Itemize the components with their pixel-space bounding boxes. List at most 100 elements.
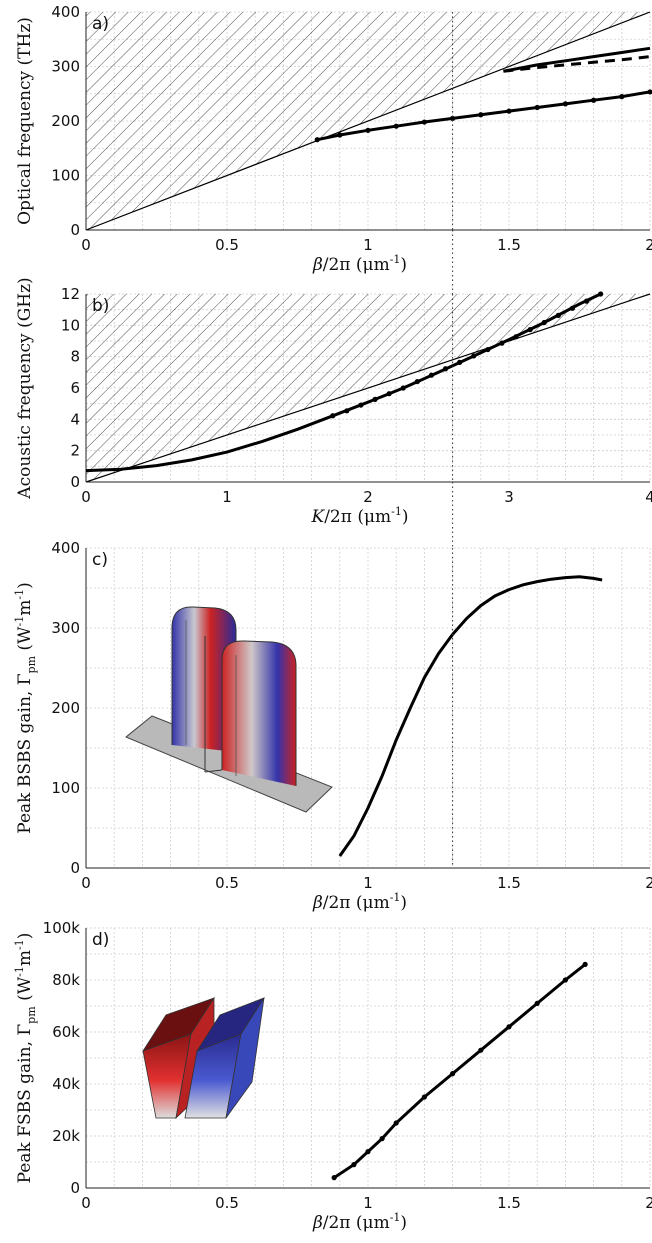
pd-series-0-line	[333, 963, 587, 1179]
pd-series-0-point-0	[331, 1175, 337, 1181]
pa-series-0-point-11	[619, 94, 625, 100]
fsbs-waveguide-inset	[142, 996, 265, 1120]
pa-x-tick-2: 1	[363, 236, 373, 254]
pa-series-0-point-0	[314, 137, 320, 143]
pb-series-1-point-0	[330, 413, 336, 419]
pc-panel-label: c)	[92, 550, 108, 570]
pd-y-tick-4: 80k	[52, 971, 80, 989]
pb-series-1-point-12	[499, 340, 505, 346]
pa-y-tick-0: 0	[70, 221, 80, 239]
pb-x-axis-label: K/2π (μm-1)	[311, 505, 409, 527]
pa-series-0-point-6	[478, 112, 484, 118]
pb-series-1-point-16	[555, 312, 561, 318]
pb-series-1-point-8	[442, 366, 449, 372]
pb-panel-label: b)	[92, 296, 109, 316]
pb-y-tick-6: 12	[61, 285, 80, 303]
pd-x-tick-2: 1	[363, 1194, 373, 1212]
pa-y-tick-2: 200	[51, 112, 80, 130]
pd-series-0-point-8	[506, 1024, 512, 1030]
pb-y-tick-2: 4	[70, 410, 80, 428]
pa-series-0-point-7	[506, 108, 512, 114]
pb-x-tick-1: 1	[222, 488, 232, 506]
pd-series-0-point-5	[421, 1094, 427, 1100]
pb-series-1-point-13	[513, 334, 519, 340]
pb-x-tick-2: 2	[363, 488, 373, 506]
pa-series-0-point-10	[591, 97, 597, 103]
pb-y-tick-0: 0	[70, 473, 80, 491]
pb-series-1-point-5	[400, 385, 406, 391]
pa-x-tick-1: 0.5	[215, 236, 239, 254]
pa-y-tick-4: 400	[51, 3, 80, 21]
pb-series-1-point-1	[344, 408, 350, 414]
pd-series-0-point-7	[478, 1047, 484, 1053]
pc-y-tick-3: 300	[51, 619, 80, 637]
pd-x-tick-3: 1.5	[497, 1194, 521, 1212]
pd-x-tick-4: 2	[645, 1194, 652, 1212]
pd-series-0-point-4	[393, 1120, 399, 1126]
pd-x-tick-0: 0	[81, 1194, 91, 1212]
pc-y-tick-0: 0	[70, 859, 80, 877]
pc-y-tick-1: 100	[51, 779, 80, 797]
pb-y-tick-5: 10	[61, 316, 80, 334]
pc-y-tick-4: 400	[51, 539, 80, 557]
pd-x-tick-1: 0.5	[215, 1194, 239, 1212]
pb-series-1-point-15	[541, 319, 547, 326]
pa-series-0-point-4	[421, 119, 427, 125]
panel-a-optical-dispersion: 0 0.5 1 1.5 2 0 100 200 300 400 a) β/2π (μm-1) Optic…	[15, 3, 652, 275]
pa-x-tick-4: 2	[645, 236, 652, 254]
pd-series-0-point-9	[534, 1000, 540, 1007]
pb-series-1-point-14	[527, 327, 533, 333]
pc-x-tick-3: 1.5	[497, 874, 521, 892]
pa-series-0-point-3	[393, 123, 399, 129]
pa-series-0-point-1	[337, 132, 343, 138]
pc-series-0-line	[338, 575, 603, 857]
pc-x-tick-2: 1	[363, 874, 373, 892]
pb-series-1-point-19	[598, 291, 604, 297]
pa-x-tick-3: 1.5	[497, 236, 521, 254]
pa-series-0-point-9	[562, 101, 569, 107]
pa-y-axis-label: Optical frequency (THz)	[15, 17, 35, 225]
pa-series-0-point-5	[450, 115, 456, 122]
panel-d-fsbs-gain: 0 0.5 1 1.5 2 0 20k 40k 60k 80k 100k d) β/2π (μm-1) P…	[13, 919, 652, 1233]
bsbs-waveguide-inset	[125, 606, 333, 813]
pb-series-1-point-7	[428, 372, 435, 378]
pc-x-tick-4: 2	[645, 874, 652, 892]
pc-y-axis-label: Peak BSBS gain, Γpm (W-1m-1)	[13, 582, 38, 833]
pa-series-1-line	[503, 46, 651, 73]
pb-series-1-point-11	[485, 346, 491, 353]
pb-light-line	[85, 293, 651, 483]
pb-series-0-line	[85, 292, 602, 473]
pd-series-0-point-11	[582, 961, 588, 968]
pb-series-1-point-4	[386, 391, 392, 397]
pd-y-tick-1: 20k	[52, 1127, 80, 1145]
pb-x-tick-3: 3	[504, 488, 514, 506]
pc-x-tick-0: 0	[81, 874, 91, 892]
pb-series-1-point-10	[471, 353, 477, 359]
pb-series-1-point-9	[457, 359, 463, 365]
pd-y-tick-0: 0	[70, 1179, 80, 1197]
pb-series-1-point-18	[583, 298, 590, 304]
pd-series-0-point-10	[562, 977, 569, 983]
pb-series-1-point-6	[414, 378, 420, 385]
pc-y-tick-2: 200	[51, 699, 80, 717]
pd-series-0-point-2	[365, 1149, 371, 1155]
pb-series-1-point-3	[372, 396, 378, 402]
pa-series-0-point-12	[647, 89, 652, 95]
pd-x-axis-label: β/2π (μm-1)	[312, 1211, 407, 1233]
pa-y-tick-1: 100	[51, 167, 80, 185]
pa-series-0-point-8	[534, 104, 540, 111]
panel-c-bsbs-gain: 0 0.5 1 1.5 2 0 100 200 300 400 c) β/2π (μm-1) Peak …	[13, 539, 652, 913]
pa-panel-label: a)	[92, 14, 109, 34]
pb-y-axis-label: Acoustic frequency (GHz)	[15, 277, 35, 499]
pa-series-2-line	[503, 55, 651, 73]
pc-x-tick-1: 0.5	[215, 874, 239, 892]
pa-series-0-point-2	[365, 127, 371, 133]
pb-series-1-point-2	[358, 402, 364, 408]
pa-x-tick-0: 0	[81, 236, 91, 254]
pb-x-tick-0: 0	[81, 488, 91, 506]
pb-x-tick-4: 4	[645, 488, 652, 506]
pb-y-tick-1: 2	[70, 442, 80, 460]
pd-series-0-point-3	[379, 1136, 385, 1142]
